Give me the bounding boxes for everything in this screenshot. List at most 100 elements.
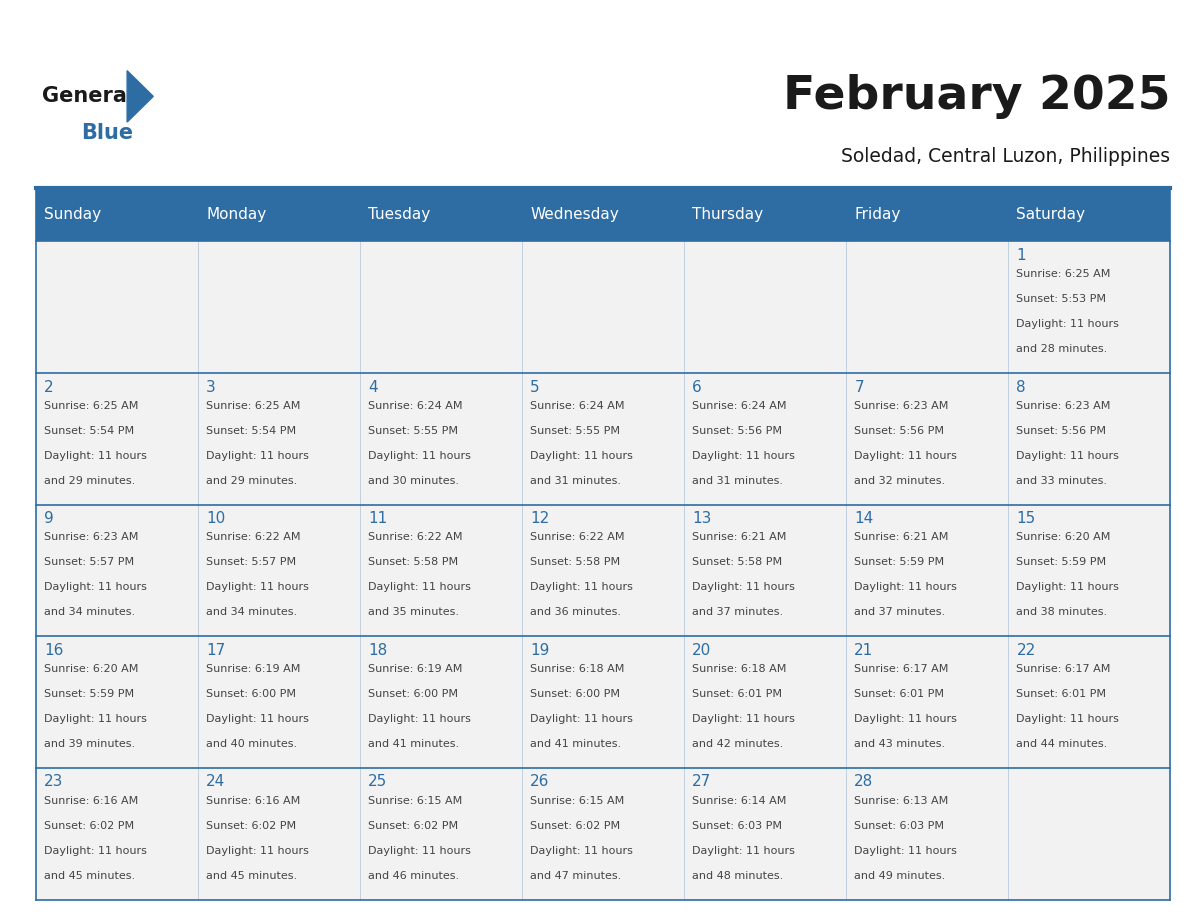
Text: 21: 21 — [854, 643, 873, 658]
Text: Daylight: 11 hours: Daylight: 11 hours — [368, 451, 470, 461]
Text: Daylight: 11 hours: Daylight: 11 hours — [854, 714, 958, 724]
Bar — [846, 768, 1009, 900]
Bar — [197, 505, 360, 636]
Text: Sunrise: 6:13 AM: Sunrise: 6:13 AM — [854, 796, 948, 805]
Bar — [684, 241, 846, 373]
Text: 10: 10 — [206, 511, 226, 526]
Text: 20: 20 — [693, 643, 712, 658]
Bar — [36, 373, 197, 505]
Text: 14: 14 — [854, 511, 873, 526]
Text: Thursday: Thursday — [693, 207, 764, 222]
Text: 26: 26 — [530, 775, 550, 789]
Text: Soledad, Central Luzon, Philippines: Soledad, Central Luzon, Philippines — [841, 147, 1170, 165]
Text: and 45 minutes.: and 45 minutes. — [44, 870, 135, 880]
Text: Sunrise: 6:20 AM: Sunrise: 6:20 AM — [44, 664, 138, 674]
Text: 2: 2 — [44, 379, 53, 395]
Text: Daylight: 11 hours: Daylight: 11 hours — [530, 845, 633, 856]
Bar — [522, 768, 684, 900]
Text: Sunrise: 6:15 AM: Sunrise: 6:15 AM — [530, 796, 625, 805]
Text: Sunset: 5:54 PM: Sunset: 5:54 PM — [44, 426, 134, 436]
Text: Daylight: 11 hours: Daylight: 11 hours — [368, 714, 470, 724]
Text: Daylight: 11 hours: Daylight: 11 hours — [44, 582, 147, 592]
Text: 12: 12 — [530, 511, 549, 526]
Text: and 38 minutes.: and 38 minutes. — [1017, 608, 1107, 617]
Bar — [360, 373, 522, 505]
Bar — [197, 636, 360, 768]
Text: Sunrise: 6:23 AM: Sunrise: 6:23 AM — [854, 400, 949, 410]
Bar — [36, 241, 197, 373]
Text: Sunset: 5:56 PM: Sunset: 5:56 PM — [693, 426, 782, 436]
Text: Sunset: 6:02 PM: Sunset: 6:02 PM — [44, 821, 134, 831]
Text: Sunrise: 6:16 AM: Sunrise: 6:16 AM — [206, 796, 301, 805]
Bar — [360, 241, 522, 373]
Text: 15: 15 — [1017, 511, 1036, 526]
Text: Sunrise: 6:22 AM: Sunrise: 6:22 AM — [368, 532, 462, 543]
Bar — [360, 768, 522, 900]
Text: Sunset: 6:01 PM: Sunset: 6:01 PM — [854, 688, 944, 699]
Bar — [522, 373, 684, 505]
Text: Sunrise: 6:18 AM: Sunrise: 6:18 AM — [693, 664, 786, 674]
Text: Sunset: 6:01 PM: Sunset: 6:01 PM — [693, 688, 782, 699]
Text: 27: 27 — [693, 775, 712, 789]
Text: Sunrise: 6:25 AM: Sunrise: 6:25 AM — [206, 400, 301, 410]
Text: Daylight: 11 hours: Daylight: 11 hours — [530, 714, 633, 724]
Text: and 41 minutes.: and 41 minutes. — [368, 739, 460, 749]
Text: Daylight: 11 hours: Daylight: 11 hours — [206, 845, 309, 856]
Text: and 29 minutes.: and 29 minutes. — [44, 476, 135, 486]
Text: and 41 minutes.: and 41 minutes. — [530, 739, 621, 749]
Text: and 35 minutes.: and 35 minutes. — [368, 608, 459, 617]
Text: 16: 16 — [44, 643, 63, 658]
Text: Sunset: 5:58 PM: Sunset: 5:58 PM — [693, 557, 783, 567]
Bar — [36, 188, 197, 241]
Bar — [846, 373, 1009, 505]
Text: Sunrise: 6:17 AM: Sunrise: 6:17 AM — [854, 664, 949, 674]
Text: and 30 minutes.: and 30 minutes. — [368, 476, 459, 486]
Text: Sunrise: 6:16 AM: Sunrise: 6:16 AM — [44, 796, 138, 805]
Text: Daylight: 11 hours: Daylight: 11 hours — [206, 582, 309, 592]
Bar — [1009, 373, 1170, 505]
Bar — [846, 188, 1009, 241]
Text: Sunrise: 6:21 AM: Sunrise: 6:21 AM — [854, 532, 949, 543]
Text: and 34 minutes.: and 34 minutes. — [44, 608, 135, 617]
Text: Sunrise: 6:23 AM: Sunrise: 6:23 AM — [44, 532, 138, 543]
Text: 1: 1 — [1017, 248, 1026, 263]
Text: February 2025: February 2025 — [783, 73, 1170, 119]
Text: Sunrise: 6:17 AM: Sunrise: 6:17 AM — [1017, 664, 1111, 674]
Text: General: General — [42, 86, 133, 106]
Bar — [522, 241, 684, 373]
Text: Sunset: 6:00 PM: Sunset: 6:00 PM — [530, 688, 620, 699]
Polygon shape — [127, 71, 153, 122]
Text: and 47 minutes.: and 47 minutes. — [530, 870, 621, 880]
Text: Sunset: 6:03 PM: Sunset: 6:03 PM — [854, 821, 944, 831]
Text: Sunset: 6:02 PM: Sunset: 6:02 PM — [530, 821, 620, 831]
Text: and 31 minutes.: and 31 minutes. — [693, 476, 783, 486]
Text: Sunset: 6:02 PM: Sunset: 6:02 PM — [368, 821, 459, 831]
Text: Sunset: 5:58 PM: Sunset: 5:58 PM — [368, 557, 459, 567]
Text: Sunset: 5:59 PM: Sunset: 5:59 PM — [44, 688, 134, 699]
Text: Sunrise: 6:24 AM: Sunrise: 6:24 AM — [693, 400, 786, 410]
Text: Tuesday: Tuesday — [368, 207, 430, 222]
Text: and 37 minutes.: and 37 minutes. — [854, 608, 946, 617]
Text: Sunrise: 6:24 AM: Sunrise: 6:24 AM — [530, 400, 625, 410]
Text: Sunrise: 6:22 AM: Sunrise: 6:22 AM — [206, 532, 301, 543]
Text: Sunset: 5:56 PM: Sunset: 5:56 PM — [854, 426, 944, 436]
Text: and 39 minutes.: and 39 minutes. — [44, 739, 135, 749]
Bar — [197, 241, 360, 373]
Text: Daylight: 11 hours: Daylight: 11 hours — [1017, 714, 1119, 724]
Text: Sunset: 5:58 PM: Sunset: 5:58 PM — [530, 557, 620, 567]
Text: and 29 minutes.: and 29 minutes. — [206, 476, 297, 486]
Text: 7: 7 — [854, 379, 864, 395]
Text: and 37 minutes.: and 37 minutes. — [693, 608, 783, 617]
Text: 6: 6 — [693, 379, 702, 395]
Bar — [846, 505, 1009, 636]
Text: and 46 minutes.: and 46 minutes. — [368, 870, 460, 880]
Bar — [197, 188, 360, 241]
Text: Sunset: 5:57 PM: Sunset: 5:57 PM — [44, 557, 134, 567]
Bar — [360, 188, 522, 241]
Text: 18: 18 — [368, 643, 387, 658]
Text: and 44 minutes.: and 44 minutes. — [1017, 739, 1107, 749]
Text: and 48 minutes.: and 48 minutes. — [693, 870, 784, 880]
Text: Daylight: 11 hours: Daylight: 11 hours — [206, 714, 309, 724]
Text: Daylight: 11 hours: Daylight: 11 hours — [1017, 319, 1119, 329]
Text: Daylight: 11 hours: Daylight: 11 hours — [854, 451, 958, 461]
